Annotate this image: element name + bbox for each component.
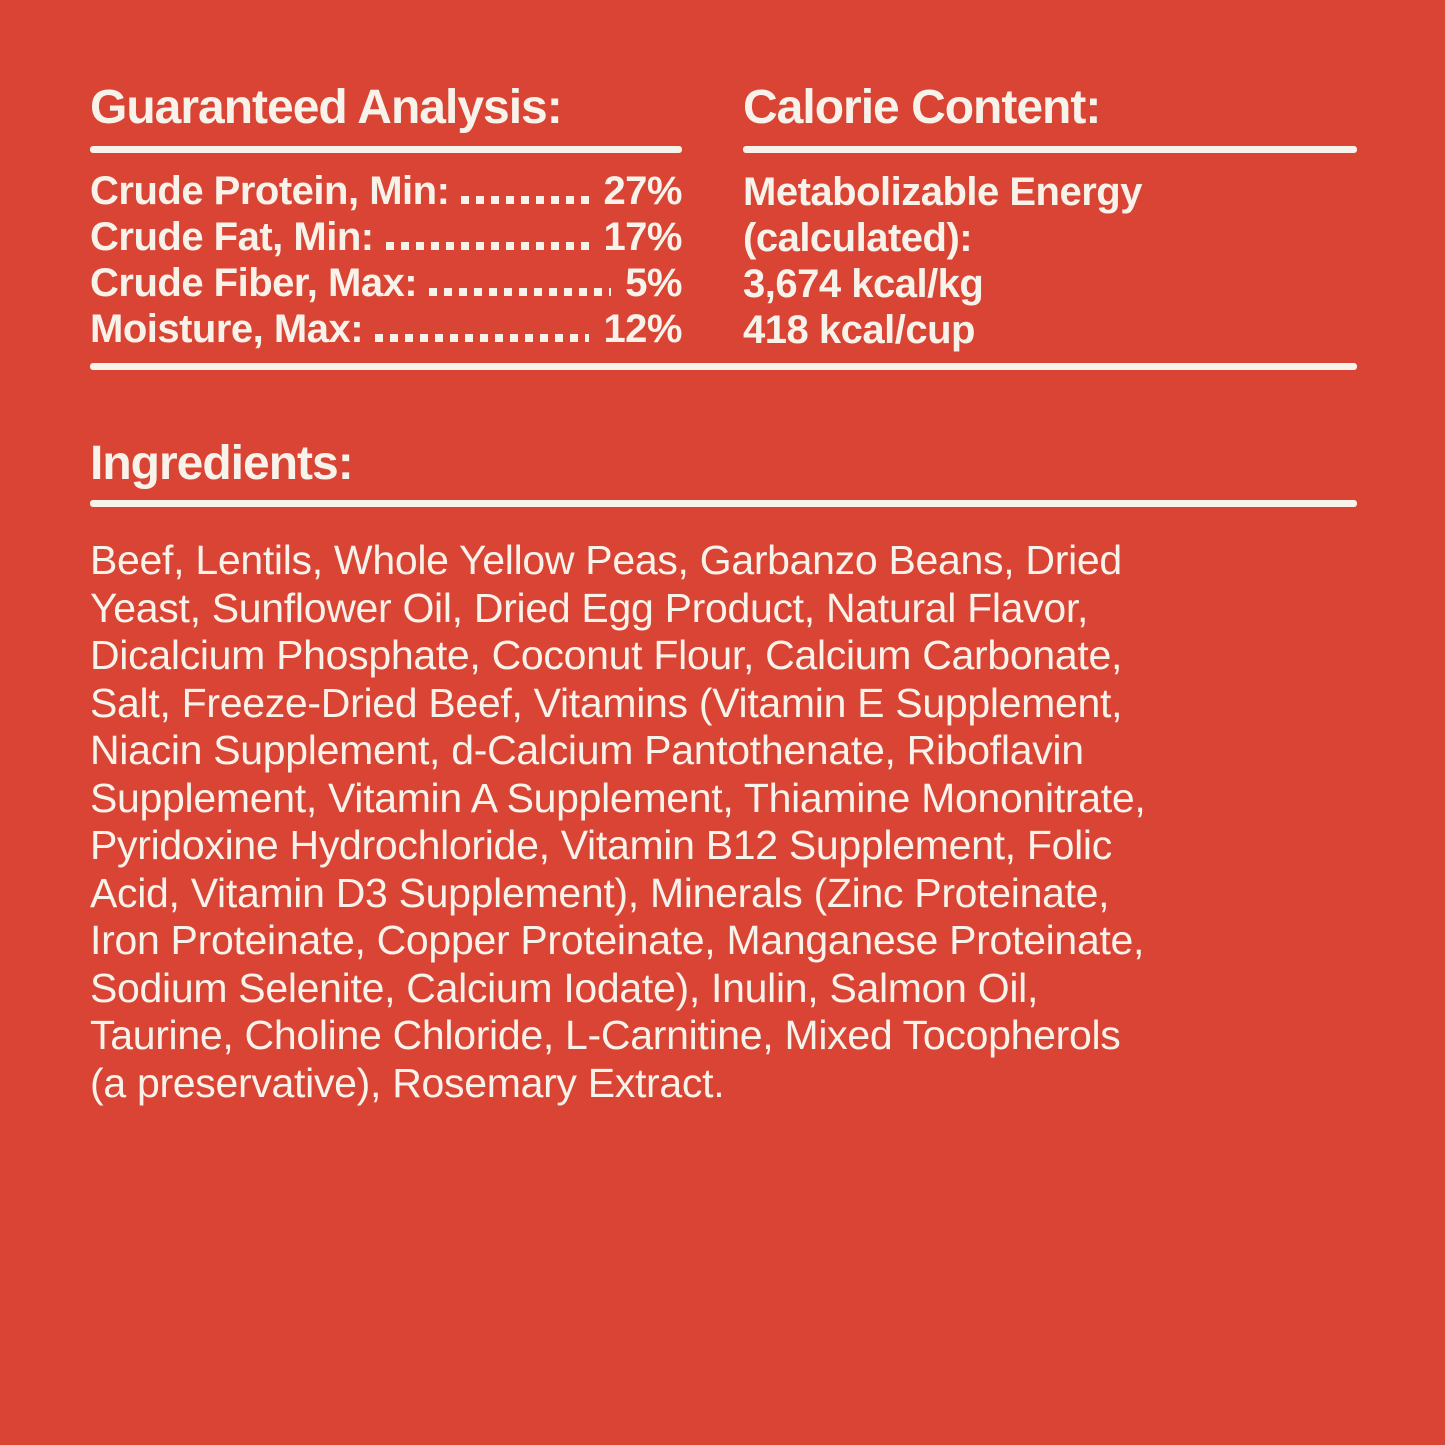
ingredients-line: Supplement, Vitamin A Supplement, Thiami… (90, 774, 1146, 821)
ingredients-line: Taurine, Choline Chloride, L-Carnitine, … (90, 1012, 1121, 1058)
calorie-content-heading: Calorie Content: (743, 81, 1101, 134)
dot-leader (385, 242, 590, 250)
analysis-value: 27% (603, 169, 682, 213)
dot-leader (375, 334, 590, 342)
analysis-label: Crude Fat, Min: (90, 215, 374, 259)
analysis-label: Moisture, Max: (90, 307, 364, 351)
section-divider (90, 363, 1357, 370)
top-columns: Guaranteed Analysis: Crude Protein, Min:… (90, 84, 1357, 353)
guaranteed-analysis-heading: Guaranteed Analysis: (90, 81, 563, 134)
calorie-line-energy-title: Metabolizable Energy (743, 170, 1142, 214)
guaranteed-analysis-rows: Crude Protein, Min: 27% Crude Fat, Min: … (90, 169, 682, 353)
ingredients-line: (a preservative), Rosemary Extract. (90, 1059, 725, 1106)
dot-leader (461, 196, 590, 204)
ingredients-line: Niacin Supplement, d-Calcium Pantothenat… (90, 727, 1084, 773)
ingredients-line: Dicalcium Phosphate, Coconut Flour, Calc… (90, 632, 1123, 678)
analysis-value: 17% (603, 215, 682, 259)
ingredients-line: Yeast, Sunflower Oil, Dried Egg Product,… (90, 584, 1089, 631)
guaranteed-analysis-section: Guaranteed Analysis: Crude Protein, Min:… (90, 84, 682, 353)
ingredients-section: Ingredients: Beef, Lentils, Whole Yellow… (90, 440, 1357, 1107)
ingredients-line: Beef, Lentils, Whole Yellow Peas, Garban… (90, 537, 1122, 583)
guaranteed-analysis-divider (90, 146, 682, 153)
ingredients-divider (90, 500, 1357, 507)
ingredients-line: Pyridoxine Hydrochloride, Vitamin B12 Su… (90, 822, 1112, 868)
ingredients-line: Sodium Selenite, Calcium Iodate), Inulin… (90, 964, 1039, 1011)
calorie-line-calculated: (calculated): (743, 216, 973, 260)
calorie-line-kcal-per-cup: 418 kcal/cup (743, 308, 975, 352)
ingredients-list: Beef, Lentils, Whole Yellow Peas, Garban… (90, 537, 1357, 1107)
ingredients-heading: Ingredients: (90, 437, 354, 490)
analysis-row-moisture: Moisture, Max: 12% (90, 307, 682, 353)
analysis-row-crude-fat: Crude Fat, Min: 17% (90, 215, 682, 261)
calorie-content-lines: Metabolizable Energy (calculated): 3,674… (743, 169, 1357, 353)
analysis-row-crude-fiber: Crude Fiber, Max: 5% (90, 261, 682, 307)
dot-leader (429, 288, 612, 296)
analysis-row-crude-protein: Crude Protein, Min: 27% (90, 169, 682, 215)
analysis-label: Crude Protein, Min: (90, 169, 450, 213)
calorie-content-divider (743, 146, 1357, 153)
analysis-label: Crude Fiber, Max: (90, 261, 418, 305)
calorie-content-section: Calorie Content: Metabolizable Energy (c… (743, 84, 1357, 353)
ingredients-line: Salt, Freeze-Dried Beef, Vitamins (Vitam… (90, 679, 1123, 726)
ingredients-line: Iron Proteinate, Copper Proteinate, Mang… (90, 917, 1145, 963)
analysis-value: 12% (603, 307, 682, 351)
calorie-line-kcal-per-kg: 3,674 kcal/kg (743, 262, 984, 306)
analysis-value: 5% (625, 261, 682, 305)
ingredients-line: Acid, Vitamin D3 Supplement), Minerals (… (90, 869, 1110, 916)
